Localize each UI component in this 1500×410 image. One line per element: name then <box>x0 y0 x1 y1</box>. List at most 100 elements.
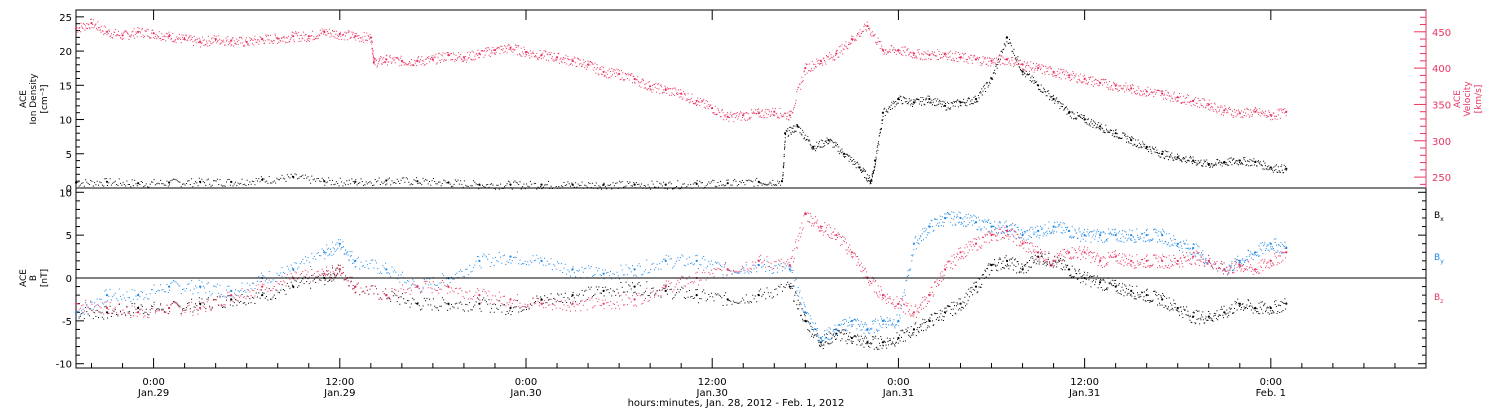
data-point <box>866 328 869 331</box>
data-point <box>928 97 931 101</box>
data-point <box>664 289 667 292</box>
data-point <box>788 285 791 288</box>
data-point <box>1005 229 1009 232</box>
data-point <box>804 67 807 70</box>
y2-tick-label: 450 <box>1432 28 1451 39</box>
data-point <box>1130 87 1133 90</box>
data-point <box>990 59 993 63</box>
data-point <box>1238 302 1241 305</box>
data-point <box>788 264 791 267</box>
data-point <box>812 145 815 148</box>
data-point <box>959 216 962 220</box>
data-point <box>323 251 326 254</box>
data-cloud <box>76 18 1287 123</box>
data-point <box>1005 259 1009 262</box>
data-point <box>664 183 667 186</box>
x-tick-date: Jan.31 <box>1068 388 1100 399</box>
data-point <box>105 306 109 310</box>
data-point <box>1207 259 1210 262</box>
data-point <box>478 294 481 297</box>
top-right-axis: 250 300 350 400 450 <box>1414 10 1451 188</box>
data-point <box>105 311 109 314</box>
b-legend: Bx By Bz <box>1434 211 1444 305</box>
data-point <box>695 294 698 297</box>
data-point <box>1285 246 1288 250</box>
data-point <box>602 70 605 73</box>
data-point <box>633 268 636 271</box>
data-point <box>959 251 962 254</box>
y2-tick-label: 350 <box>1432 100 1451 111</box>
y2label-line: ACE <box>1453 90 1463 108</box>
data-point <box>649 85 652 88</box>
legend-bx: Bx <box>1434 211 1444 223</box>
x-tick-date: Jan.29 <box>137 388 169 399</box>
data-point <box>633 298 636 301</box>
data-point <box>385 268 388 271</box>
x-tick-time: 0:00 <box>142 377 164 388</box>
data-point <box>105 294 109 297</box>
data-point <box>1083 118 1086 121</box>
data-point <box>1021 234 1024 237</box>
bottom-ylabel: ACE B [nT] <box>19 269 50 287</box>
data-point <box>1021 268 1024 271</box>
data-point <box>664 285 667 288</box>
data-point <box>1099 281 1102 284</box>
data-point <box>230 39 233 42</box>
data-point <box>571 302 574 305</box>
data-point <box>1114 84 1117 87</box>
x-tick-time: 12:00 <box>698 377 727 388</box>
data-point <box>1145 259 1148 262</box>
x-axis-title: hours:minutes, Jan. 28, 2012 - Feb. 1, 2… <box>628 398 845 409</box>
x-tick-date: Jan.29 <box>323 388 355 399</box>
y2-tick-label: 400 <box>1432 64 1451 75</box>
y2label-line: [km/s] <box>1474 85 1484 114</box>
data-point <box>571 294 574 297</box>
data-point <box>850 38 854 41</box>
data-point <box>1254 110 1257 113</box>
data-point <box>1161 92 1164 95</box>
data-point <box>292 268 295 271</box>
x-tick-date: Jan.31 <box>882 388 914 399</box>
top-left-axis: 0 5 10 15 20 25 <box>59 13 84 195</box>
data-point <box>524 51 528 54</box>
data-point <box>1161 259 1164 262</box>
ylabel-line: Ion Density <box>29 73 39 125</box>
data-point <box>354 180 357 183</box>
data-point <box>602 289 605 292</box>
legend-bz: Bz <box>1434 293 1443 305</box>
data-cloud <box>76 252 1287 350</box>
ylabel-line: [nT] <box>40 269 50 287</box>
ylabel-line: B <box>29 275 39 281</box>
ylabel-line: [cm⁻³] <box>40 84 50 113</box>
data-point <box>1176 156 1179 159</box>
y-tick-label: 20 <box>59 47 72 58</box>
data-point <box>1269 306 1272 310</box>
top-left-ylabel: ACE Ion Density [cm⁻³] <box>19 73 50 125</box>
y-tick-label: 5 <box>66 150 72 161</box>
data-point <box>509 255 512 258</box>
data-point <box>788 114 791 117</box>
data-point <box>385 58 388 61</box>
data-point <box>881 341 885 344</box>
data-point <box>1099 125 1102 128</box>
data-point <box>695 182 698 185</box>
data-point <box>1238 259 1241 262</box>
data-point <box>385 294 388 297</box>
legend-by: By <box>1434 253 1444 265</box>
data-point <box>773 110 776 113</box>
data-point <box>105 180 109 183</box>
data-point <box>633 77 636 81</box>
data-point <box>1176 96 1179 99</box>
data-point <box>199 306 202 310</box>
data-point <box>1161 234 1164 237</box>
data-point <box>199 285 202 288</box>
data-point <box>695 259 698 262</box>
data-point <box>1052 70 1055 73</box>
y2-tick-label: 250 <box>1432 173 1451 184</box>
data-point <box>850 336 854 340</box>
data-point <box>726 182 729 185</box>
data-point <box>354 35 357 38</box>
data-point <box>323 180 326 183</box>
x-tick-time: 0:00 <box>887 377 909 388</box>
y-tick-label: 0 <box>66 184 72 195</box>
